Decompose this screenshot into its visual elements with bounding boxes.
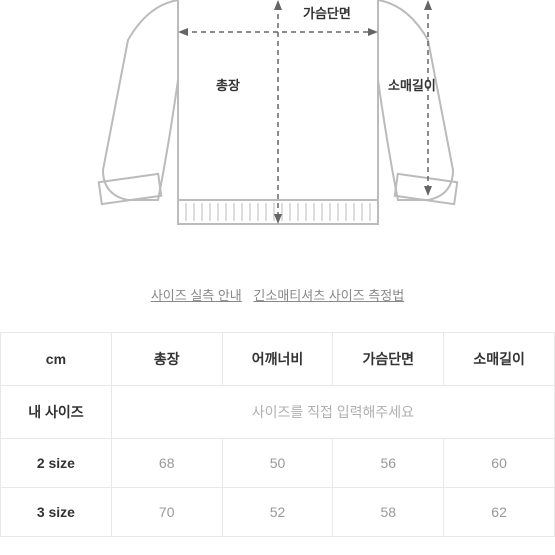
size-value: 52 <box>222 488 333 537</box>
measurement-method-link[interactable]: 긴소매티셔츠 사이즈 측정법 <box>253 288 404 303</box>
size-label: 2 size <box>1 439 112 488</box>
my-size-input[interactable]: 사이즈를 직접 입력해주세요 <box>111 386 554 439</box>
sleeve-label: 소매길이 <box>388 78 436 93</box>
col-header: 어깨너비 <box>222 333 333 386</box>
size-value: 68 <box>111 439 222 488</box>
length-label: 총장 <box>216 78 240 93</box>
size-label: 3 size <box>1 488 112 537</box>
size-value: 50 <box>222 439 333 488</box>
col-header: 가슴단면 <box>333 333 444 386</box>
my-size-row: 내 사이즈 사이즈를 직접 입력해주세요 <box>1 386 555 439</box>
table-row: 2 size 68 50 56 60 <box>1 439 555 488</box>
size-table: cm 총장 어깨너비 가슴단면 소매길이 내 사이즈 사이즈를 직접 입력해주세… <box>0 332 555 537</box>
size-value: 62 <box>444 488 555 537</box>
guide-links: 사이즈 실측 안내 긴소매티셔츠 사이즈 측정법 <box>0 255 555 332</box>
col-header: 총장 <box>111 333 222 386</box>
chest-label: 가슴단면 <box>303 6 351 21</box>
my-size-label: 내 사이즈 <box>1 386 112 439</box>
garment-diagram: 가슴단면 총장 소매길이 <box>0 0 555 255</box>
size-value: 60 <box>444 439 555 488</box>
table-header-row: cm 총장 어깨너비 가슴단면 소매길이 <box>1 333 555 386</box>
size-value: 70 <box>111 488 222 537</box>
size-guide-link[interactable]: 사이즈 실측 안내 <box>151 288 242 303</box>
size-value: 56 <box>333 439 444 488</box>
col-header: 소매길이 <box>444 333 555 386</box>
table-row: 3 size 70 52 58 62 <box>1 488 555 537</box>
size-value: 58 <box>333 488 444 537</box>
unit-header: cm <box>1 333 112 386</box>
